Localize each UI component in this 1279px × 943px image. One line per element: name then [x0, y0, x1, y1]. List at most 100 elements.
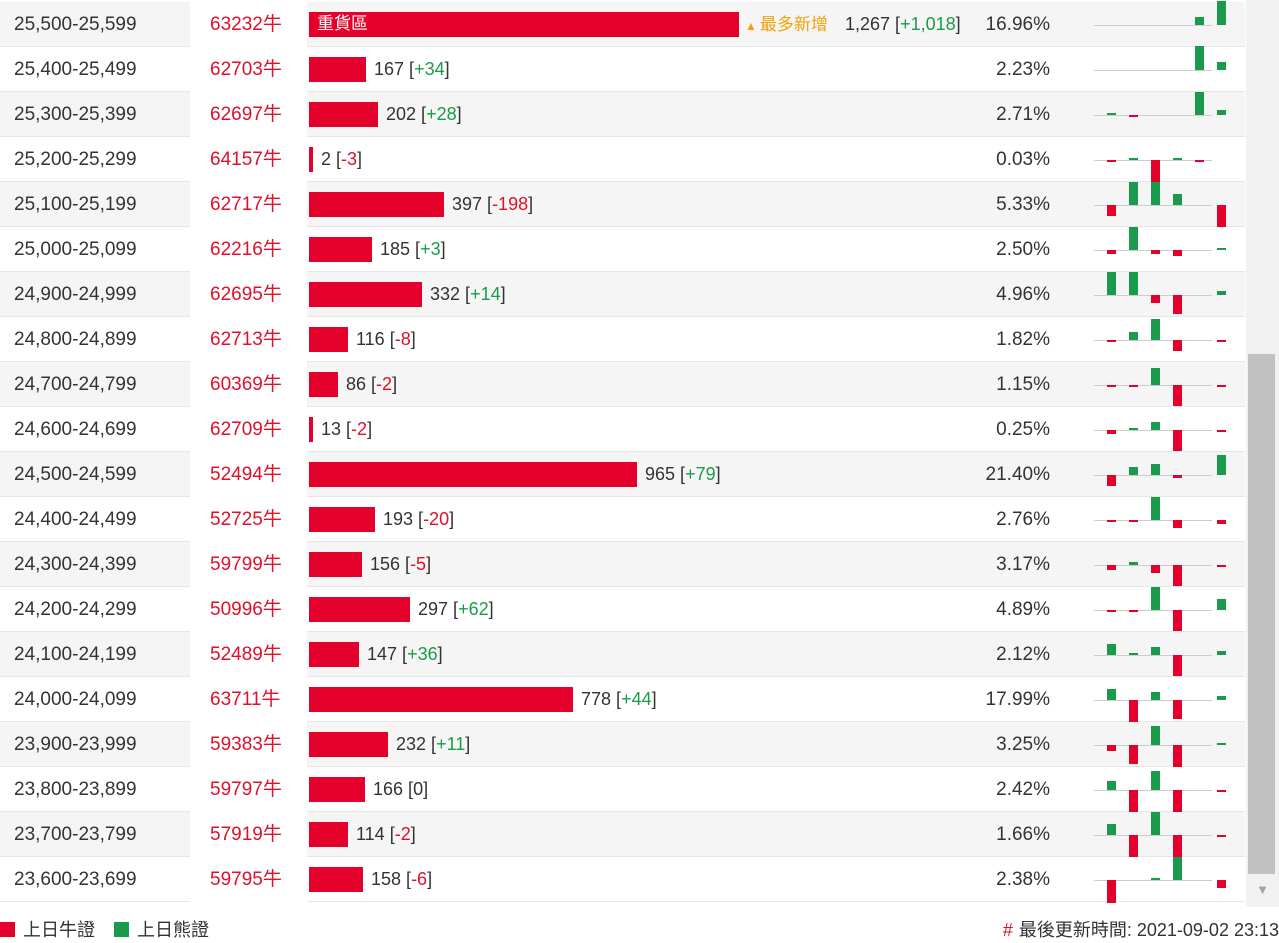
quantity-bar: [309, 687, 573, 712]
table-row: 25,300-25,399 62697牛 202 [+28] 2.71%: [0, 92, 1245, 137]
table-row: 24,600-24,699 62709牛 13 [-2] 0.25%: [0, 407, 1245, 452]
sparkline-bull-bar: [1217, 790, 1226, 792]
cbbc-code-link[interactable]: 52725牛: [210, 509, 282, 530]
scrollbar-thumb[interactable]: [1248, 354, 1275, 874]
sparkline-bear-bar: [1217, 743, 1226, 745]
sparkline-bear-bar: [1151, 771, 1160, 790]
cbbc-code-link[interactable]: 64157牛: [210, 149, 282, 170]
code-cell: 60369牛: [190, 362, 307, 407]
sparkline-bull-bar: [1217, 835, 1226, 837]
code-cell: 52725牛: [190, 497, 307, 542]
cbbc-code-link[interactable]: 52494牛: [210, 464, 282, 485]
quantity-text: 13 [-2]: [321, 419, 373, 439]
history-sparkline: [1094, 317, 1226, 362]
share-percent: 0.25%: [996, 419, 1050, 440]
table-row: 24,300-24,399 59799牛 156 [-5] 3.17%: [0, 542, 1245, 587]
table-row: 25,100-25,199 62717牛 397 [-198] 5.33%: [0, 182, 1245, 228]
sparkline-bull-bar: [1107, 745, 1116, 751]
cbbc-code-link[interactable]: 62697牛: [210, 104, 282, 125]
quantity-text: 147 [+36]: [367, 644, 443, 664]
code-cell: 52494牛: [190, 452, 307, 497]
history-sparkline: [1094, 137, 1214, 183]
strike-range: 24,100-24,199: [14, 644, 137, 665]
history-sparkline: [1094, 497, 1226, 542]
code-cell: 59383牛: [190, 722, 307, 767]
cbbc-code-link[interactable]: 62713牛: [210, 329, 282, 350]
quantity-text: 114 [-2]: [356, 824, 416, 844]
quantity-change: -5: [410, 554, 427, 574]
quantity-text: 202 [+28]: [386, 104, 462, 124]
history-sparkline: [1094, 92, 1226, 137]
cbbc-code-link[interactable]: 59799牛: [210, 554, 282, 575]
sparkline-bear-bar: [1151, 726, 1160, 745]
share-percent: 1.82%: [996, 329, 1050, 350]
quantity-text: 167 [+34]: [374, 59, 450, 79]
sparkline-bear-bar: [1151, 587, 1160, 610]
quantity-change: +3: [420, 239, 441, 259]
cbbc-code-link[interactable]: 59795牛: [210, 869, 282, 890]
vertical-scrollbar[interactable]: ▼: [1246, 0, 1279, 907]
cbbc-code-link[interactable]: 62709牛: [210, 419, 282, 440]
cbbc-code-link[interactable]: 62717牛: [210, 194, 282, 215]
sparkline-bear-bar: [1217, 62, 1226, 70]
sparkline-baseline: [1094, 340, 1212, 341]
hash-icon: #: [1002, 920, 1013, 940]
table-row: 25,400-25,499 62703牛 167 [+34] 2.23%: [0, 46, 1245, 92]
cbbc-code-link[interactable]: 52489牛: [210, 644, 282, 665]
table-row: 25,200-25,299 64157牛 2 [-3] 0.03%: [0, 137, 1245, 183]
quantity-change: -8: [394, 329, 411, 349]
quantity-value: 156: [370, 554, 401, 574]
sparkline-bear-bar: [1151, 812, 1160, 835]
strike-range: 24,300-24,399: [14, 554, 137, 575]
code-cell: 59795牛: [190, 857, 307, 902]
sparkline-bear-bar: [1217, 1, 1226, 25]
sparkline-bull-bar: [1173, 565, 1182, 586]
table-row: 24,200-24,299 50996牛 297 [+62] 4.89%: [0, 587, 1245, 632]
cbbc-code-link[interactable]: 59797牛: [210, 779, 282, 800]
share-percent: 0.03%: [996, 149, 1050, 170]
quantity-bar: [309, 642, 359, 667]
sparkline-bull-bar: [1129, 700, 1138, 723]
share-percent: 4.96%: [996, 284, 1050, 305]
sparkline-bear-bar: [1195, 92, 1204, 115]
quantity-bar: [309, 597, 410, 622]
sparkline-baseline: [1094, 700, 1212, 701]
history-sparkline: [1094, 1, 1226, 47]
sparkline-bull-bar: [1107, 205, 1116, 216]
quantity-bar: [309, 102, 378, 127]
cbbc-code-link[interactable]: 62216牛: [210, 239, 282, 260]
heavy-zone-label: 重貨區: [317, 14, 368, 33]
legend: 上日牛證 上日熊證: [0, 917, 223, 941]
sparkline-bear-bar: [1195, 17, 1204, 25]
sparkline-bull-bar: [1173, 295, 1182, 314]
strike-range: 25,000-25,099: [14, 239, 137, 260]
sparkline-bear-bar: [1173, 194, 1182, 205]
sparkline-baseline: [1094, 835, 1212, 836]
strike-range: 24,800-24,899: [14, 329, 137, 350]
sparkline-bear-bar: [1129, 467, 1138, 475]
sparkline-bull-bar: [1173, 475, 1182, 478]
cbbc-code-link[interactable]: 63711牛: [210, 689, 281, 710]
share-percent: 2.71%: [996, 104, 1050, 125]
cbbc-code-link[interactable]: 62695牛: [210, 284, 282, 305]
quantity-value: 2: [321, 149, 332, 169]
cbbc-code-link[interactable]: 50996牛: [210, 599, 282, 620]
cbbc-code-link[interactable]: 63232牛: [210, 14, 282, 35]
cbbc-code-link[interactable]: 59383牛: [210, 734, 282, 755]
quantity-text: 778 [+44]: [581, 689, 657, 709]
cbbc-code-link[interactable]: 62703牛: [210, 59, 282, 80]
quantity-value: 185: [380, 239, 411, 259]
code-cell: 63232牛: [190, 2, 307, 47]
quantity-value: 193: [383, 509, 414, 529]
code-cell: 62697牛: [190, 92, 307, 137]
table-row: 25,000-25,099 62216牛 185 [+3] 2.50%: [0, 227, 1245, 272]
cbbc-code-link[interactable]: 60369牛: [210, 374, 282, 395]
scroll-down-arrow-icon[interactable]: ▼: [1256, 882, 1269, 897]
sparkline-baseline: [1094, 610, 1212, 611]
sparkline-baseline: [1094, 745, 1212, 746]
table-row: 24,100-24,199 52489牛 147 [+36] 2.12%: [0, 632, 1245, 677]
cbbc-code-link[interactable]: 57919牛: [210, 824, 282, 845]
sparkline-bear-bar: [1217, 291, 1226, 295]
legend-bear: 上日熊證: [114, 917, 209, 943]
sparkline-bear-bar: [1129, 227, 1138, 250]
